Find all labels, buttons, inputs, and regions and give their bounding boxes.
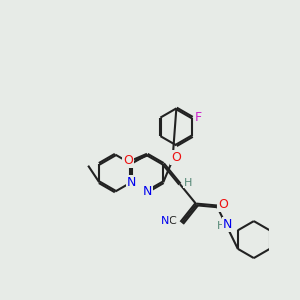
Text: N: N	[160, 216, 169, 226]
Text: N: N	[142, 185, 152, 198]
Text: C: C	[169, 216, 176, 226]
Text: O: O	[123, 154, 133, 166]
Text: O: O	[218, 197, 228, 211]
Text: F: F	[195, 111, 202, 124]
Text: H: H	[183, 178, 192, 188]
Text: O: O	[171, 151, 181, 164]
Text: H: H	[217, 221, 225, 231]
Text: N: N	[127, 176, 136, 189]
Text: N: N	[223, 218, 232, 231]
